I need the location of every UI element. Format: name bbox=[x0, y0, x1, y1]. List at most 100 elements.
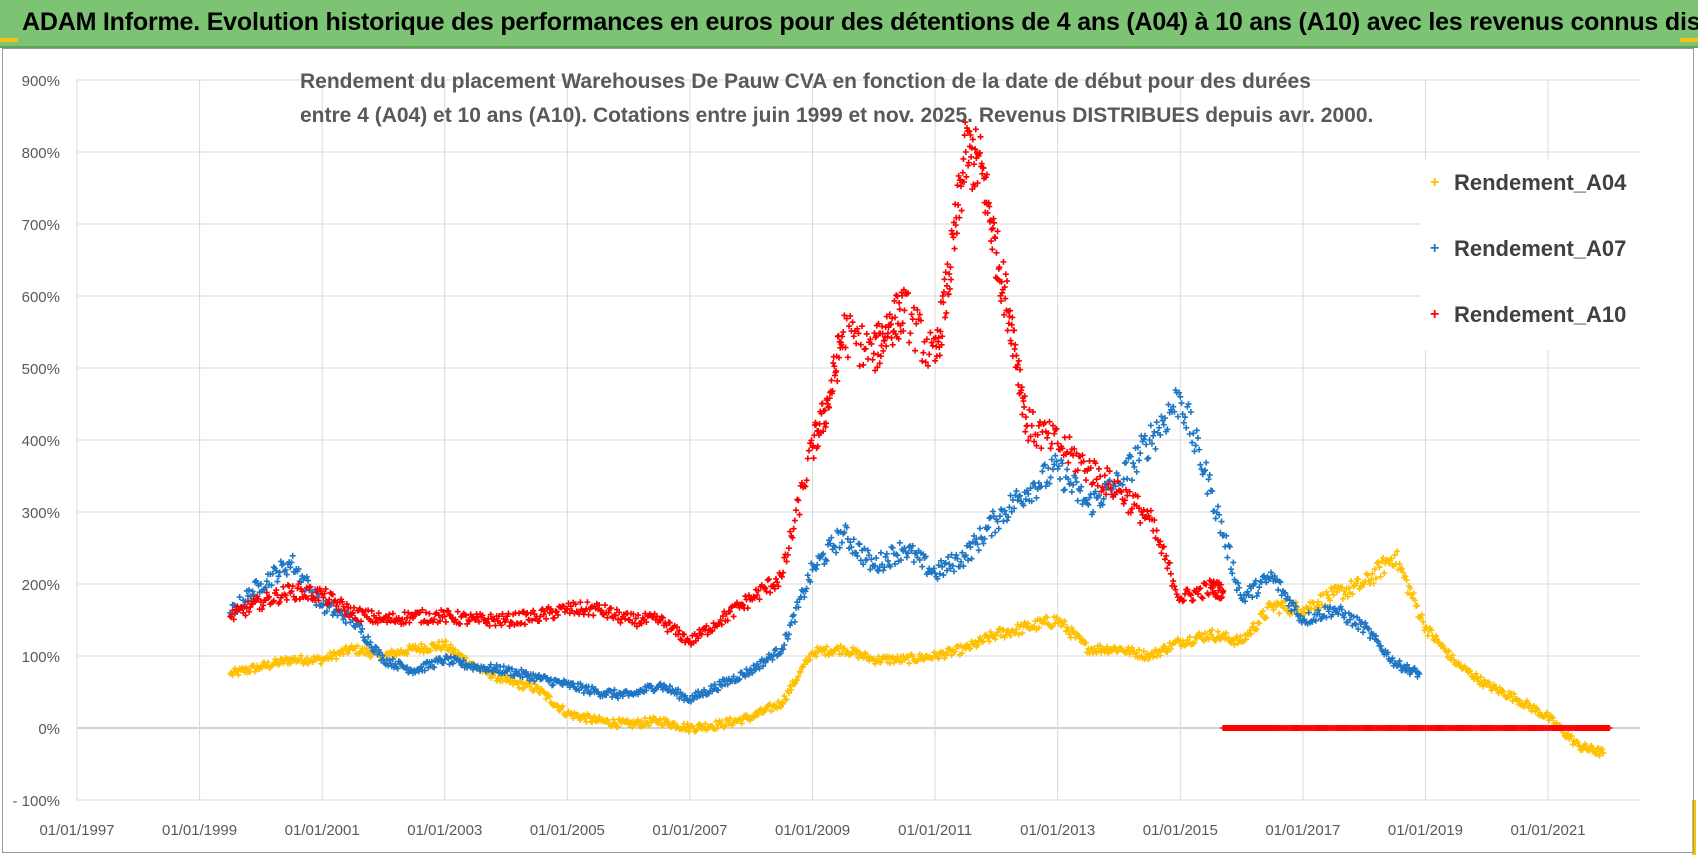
data-point bbox=[1357, 582, 1364, 589]
data-point bbox=[375, 610, 382, 617]
data-point bbox=[968, 144, 975, 151]
data-point bbox=[1119, 481, 1126, 488]
data-point bbox=[952, 648, 959, 655]
data-point bbox=[266, 593, 273, 600]
data-point bbox=[872, 367, 879, 374]
data-point bbox=[671, 720, 678, 727]
data-point bbox=[833, 368, 840, 375]
data-point bbox=[1237, 633, 1244, 640]
data-point bbox=[1302, 610, 1309, 617]
data-point bbox=[1187, 592, 1194, 599]
data-point bbox=[1365, 625, 1372, 632]
data-point bbox=[399, 616, 406, 623]
data-point bbox=[373, 614, 380, 621]
data-point bbox=[1344, 593, 1351, 600]
data-point bbox=[288, 559, 295, 566]
data-point bbox=[1058, 457, 1065, 464]
data-point bbox=[617, 619, 624, 626]
data-point bbox=[730, 613, 737, 620]
data-point bbox=[1255, 589, 1262, 596]
data-point bbox=[1345, 585, 1352, 592]
data-point bbox=[442, 638, 449, 645]
data-point bbox=[306, 584, 313, 591]
data-point bbox=[536, 672, 543, 679]
data-point bbox=[385, 614, 392, 621]
data-point bbox=[781, 693, 788, 700]
data-point bbox=[985, 635, 992, 642]
data-point bbox=[1378, 558, 1385, 565]
data-point bbox=[1224, 554, 1231, 561]
data-point bbox=[1180, 597, 1187, 604]
data-point bbox=[448, 614, 455, 621]
data-point bbox=[991, 513, 998, 520]
data-point bbox=[790, 525, 797, 532]
data-point bbox=[1398, 565, 1405, 572]
data-point bbox=[668, 724, 675, 731]
data-point bbox=[1282, 589, 1289, 596]
data-point bbox=[1141, 515, 1148, 522]
data-point bbox=[1534, 706, 1541, 713]
data-point bbox=[1029, 480, 1036, 487]
legend-label-a04: Rendement_A04 bbox=[1454, 170, 1627, 195]
data-point bbox=[280, 583, 287, 590]
data-point bbox=[1145, 512, 1152, 519]
data-point bbox=[791, 517, 798, 524]
data-point bbox=[452, 646, 459, 653]
data-point bbox=[1212, 515, 1219, 522]
data-point bbox=[960, 155, 967, 162]
data-point bbox=[543, 615, 550, 622]
data-point bbox=[404, 651, 411, 658]
data-point bbox=[1008, 340, 1015, 347]
data-point bbox=[1064, 449, 1071, 456]
data-point bbox=[807, 656, 814, 663]
data-point bbox=[260, 602, 267, 609]
data-point bbox=[715, 687, 722, 694]
data-point bbox=[1205, 591, 1212, 598]
data-point bbox=[1297, 613, 1304, 620]
data-point bbox=[942, 269, 949, 276]
data-point bbox=[657, 680, 664, 687]
data-point bbox=[994, 518, 1001, 525]
data-point bbox=[755, 587, 762, 594]
data-point bbox=[834, 378, 841, 385]
data-point bbox=[1002, 295, 1009, 302]
y-tick-label: 100% bbox=[22, 649, 60, 666]
data-point bbox=[1131, 463, 1138, 470]
data-point bbox=[1177, 393, 1184, 400]
data-point bbox=[1268, 569, 1275, 576]
y-tick-label: 400% bbox=[22, 433, 60, 450]
data-point bbox=[980, 165, 987, 172]
data-point bbox=[1028, 422, 1035, 429]
data-point bbox=[950, 568, 957, 575]
data-point bbox=[1264, 604, 1271, 611]
data-point bbox=[1053, 425, 1060, 432]
data-point bbox=[1194, 590, 1201, 597]
data-point bbox=[303, 573, 310, 580]
data-point bbox=[1330, 591, 1337, 598]
data-point bbox=[831, 647, 838, 654]
data-point bbox=[1048, 456, 1055, 463]
data-point bbox=[315, 597, 322, 604]
data-point bbox=[1127, 509, 1134, 516]
data-point bbox=[925, 362, 932, 369]
data-point bbox=[1231, 641, 1238, 648]
data-point bbox=[1143, 441, 1150, 448]
data-point bbox=[936, 352, 943, 359]
data-point bbox=[1323, 614, 1330, 621]
data-point bbox=[704, 631, 711, 638]
data-point bbox=[1199, 595, 1206, 602]
data-point bbox=[1060, 621, 1067, 628]
x-tick-label: 01/01/2009 bbox=[775, 822, 850, 839]
data-point bbox=[1057, 475, 1064, 482]
data-point bbox=[842, 344, 849, 351]
data-point bbox=[1191, 448, 1198, 455]
data-point bbox=[1150, 654, 1157, 661]
data-point bbox=[1059, 445, 1066, 452]
data-point bbox=[1018, 384, 1025, 391]
data-point bbox=[862, 345, 869, 352]
data-point bbox=[491, 616, 498, 623]
data-point bbox=[317, 588, 324, 595]
data-point bbox=[946, 561, 953, 568]
data-point bbox=[946, 285, 953, 292]
data-point bbox=[452, 616, 459, 623]
